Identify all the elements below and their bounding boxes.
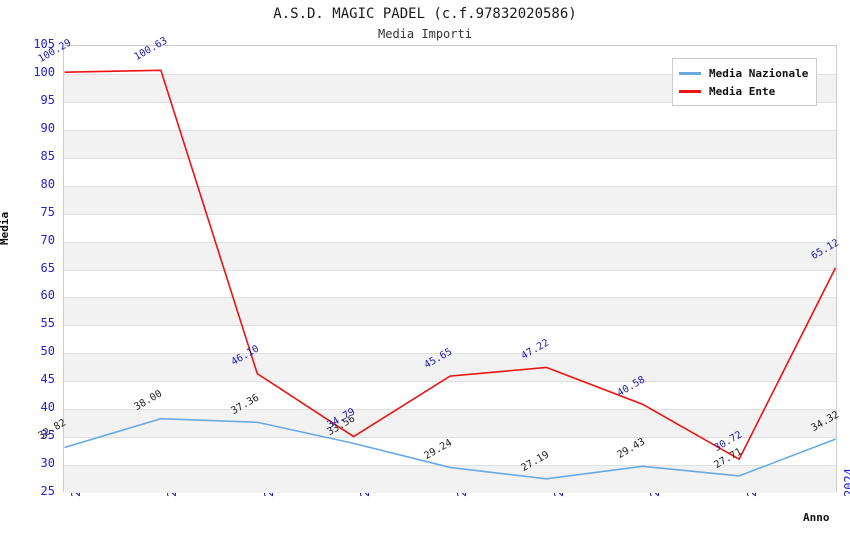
gridline (64, 73, 836, 75)
gridline (64, 129, 836, 131)
y-tick-label: 80 (40, 176, 55, 191)
grid-band (64, 185, 836, 214)
chart-subtitle: Media Importi (378, 27, 472, 41)
gridline (64, 185, 836, 187)
y-tick-label: 85 (40, 148, 55, 163)
legend-label-media-ente: Media Ente (709, 84, 776, 98)
chart-title: A.S.D. MAGIC PADEL (c.f.97832020586) (273, 6, 577, 22)
legend-label-media-nazionale: Media Nazionale (709, 66, 809, 80)
legend-swatch-media-nazionale (679, 71, 701, 75)
gridline (64, 101, 836, 103)
y-tick-label: 35 (40, 428, 55, 443)
gridline (64, 297, 836, 299)
y-tick-label: 60 (40, 288, 55, 303)
gridline (64, 381, 836, 383)
grid-band (64, 129, 836, 158)
series-line (64, 69, 837, 461)
y-tick-label: 100 (33, 64, 55, 79)
gridline (64, 325, 836, 327)
plot-area (63, 45, 837, 493)
grid-band (64, 465, 836, 493)
grid-band (64, 409, 836, 438)
gridline (64, 353, 836, 355)
y-tick-label: 25 (40, 484, 55, 498)
legend-item-media-nazionale[interactable]: Media Nazionale (679, 64, 808, 82)
y-axis-title: Media (0, 211, 11, 245)
chart-legend: Media Nazionale Media Ente (672, 58, 818, 106)
gridline (64, 409, 836, 411)
series-line (64, 417, 836, 480)
gridline (64, 465, 836, 467)
y-tick-label: 50 (40, 344, 55, 359)
grid-band (64, 297, 836, 326)
gridline (64, 437, 836, 439)
legend-item-media-ente[interactable]: Media Ente (679, 82, 808, 100)
gridline (64, 269, 836, 271)
grid-band (64, 241, 836, 270)
gridline (64, 213, 836, 215)
y-tick-label: 95 (40, 92, 55, 107)
y-tick-label: 70 (40, 232, 55, 247)
gridline (64, 157, 836, 159)
y-tick-label: 45 (40, 372, 55, 387)
y-tick-label: 40 (40, 400, 55, 415)
y-tick-label: 30 (40, 456, 55, 471)
y-tick-label: 90 (40, 120, 55, 135)
gridline (64, 241, 836, 243)
y-tick-label: 75 (40, 204, 55, 219)
x-tick-label: 2024 (841, 468, 850, 497)
legend-swatch-media-ente (679, 89, 701, 93)
y-tick-label: 105 (33, 37, 55, 51)
x-axis-title: Anno (803, 511, 830, 524)
y-tick-label: 55 (40, 316, 55, 331)
y-tick-label: 65 (40, 260, 55, 275)
series-lines (64, 69, 837, 480)
